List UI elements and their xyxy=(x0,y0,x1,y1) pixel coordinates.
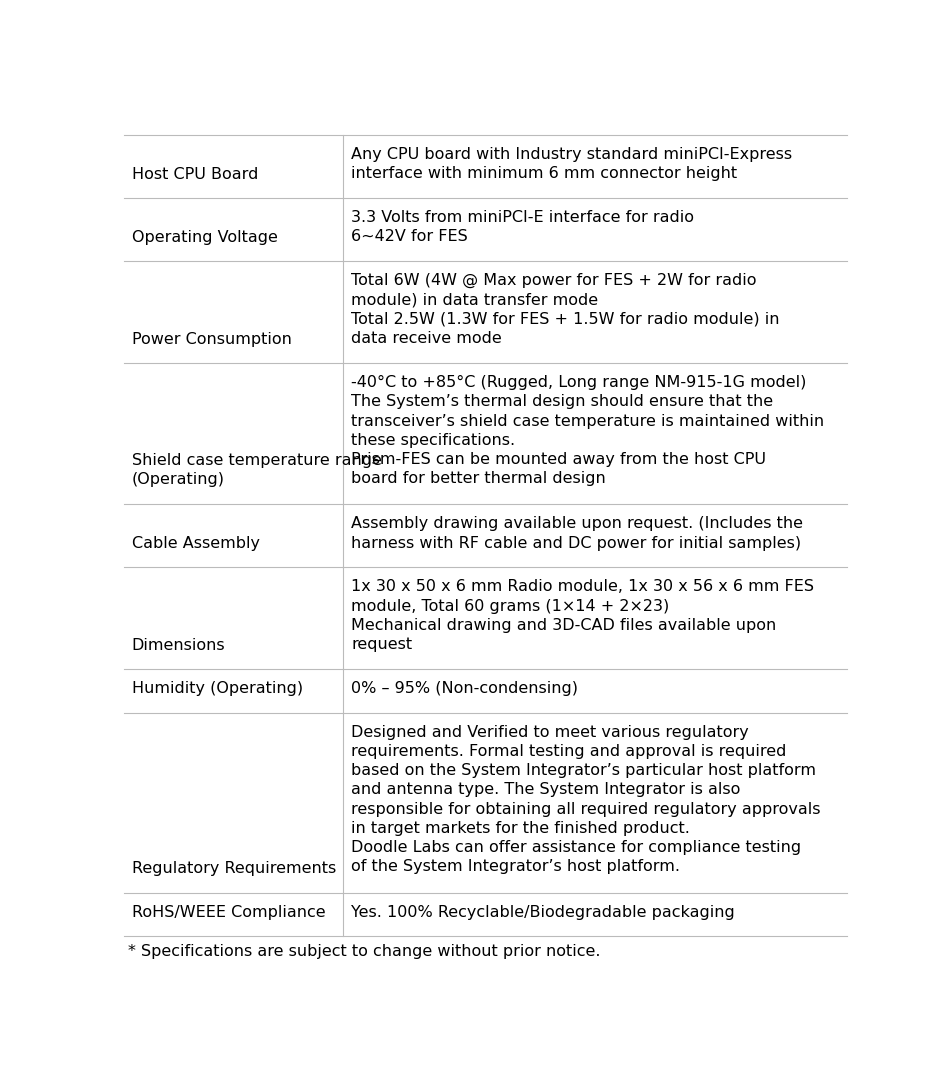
Text: Designed and Verified to meet various regulatory
requirements. Formal testing an: Designed and Verified to meet various re… xyxy=(352,725,821,875)
Text: -40°C to +85°C (Rugged, Long range NM-915-1G model)
The System’s thermal design : -40°C to +85°C (Rugged, Long range NM-91… xyxy=(352,376,825,486)
Text: Operating Voltage: Operating Voltage xyxy=(132,229,278,245)
Text: 1x 30 x 50 x 6 mm Radio module, 1x 30 x 56 x 6 mm FES
module, Total 60 grams (1×: 1x 30 x 50 x 6 mm Radio module, 1x 30 x … xyxy=(352,580,814,652)
Text: 0% – 95% (Non-condensing): 0% – 95% (Non-condensing) xyxy=(352,681,578,697)
Text: Regulatory Requirements: Regulatory Requirements xyxy=(132,862,336,877)
Text: Total 6W (4W @ Max power for FES + 2W for radio
module) in data transfer mode
To: Total 6W (4W @ Max power for FES + 2W fo… xyxy=(352,273,780,346)
Text: Assembly drawing available upon request. (Includes the
harness with RF cable and: Assembly drawing available upon request.… xyxy=(352,517,803,550)
Text: Power Consumption: Power Consumption xyxy=(132,332,292,347)
Text: Cable Assembly: Cable Assembly xyxy=(132,536,260,550)
Text: * Specifications are subject to change without prior notice.: * Specifications are subject to change w… xyxy=(128,945,600,960)
Text: Any CPU board with Industry standard miniPCI-Express
interface with minimum 6 mm: Any CPU board with Industry standard min… xyxy=(352,147,793,181)
Text: Shield case temperature range
(Operating): Shield case temperature range (Operating… xyxy=(132,453,382,487)
Text: Humidity (Operating): Humidity (Operating) xyxy=(132,681,302,697)
Text: 3.3 Volts from miniPCI-E interface for radio
6~42V for FES: 3.3 Volts from miniPCI-E interface for r… xyxy=(352,211,694,245)
Text: Yes. 100% Recyclable/Biodegradable packaging: Yes. 100% Recyclable/Biodegradable packa… xyxy=(352,905,735,919)
Text: Host CPU Board: Host CPU Board xyxy=(132,167,258,181)
Text: Dimensions: Dimensions xyxy=(132,638,226,653)
Text: RoHS/WEEE Compliance: RoHS/WEEE Compliance xyxy=(132,905,325,919)
